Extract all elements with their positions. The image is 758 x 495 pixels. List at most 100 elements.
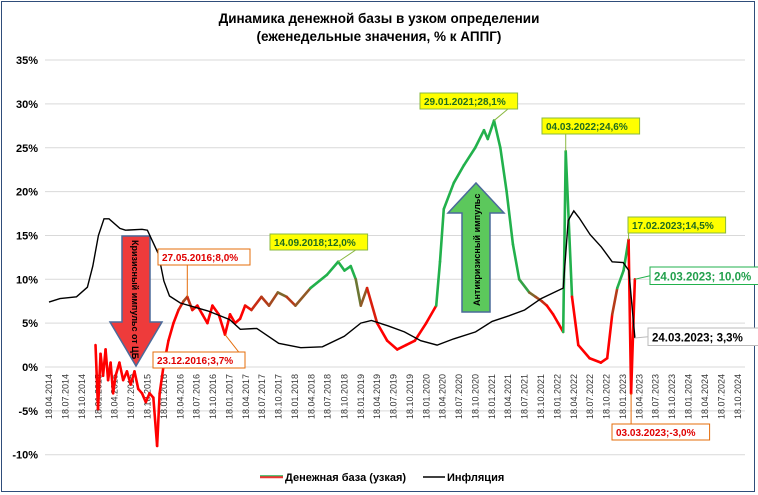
- money-base-segment: [462, 146, 477, 167]
- x-tick-label: 18.01.2022: [553, 374, 563, 419]
- annotation-label: 29.01.2021;28,1%: [424, 97, 506, 108]
- y-tick-label: 20%: [16, 187, 38, 199]
- x-tick-label: 18.01.2024: [684, 374, 694, 419]
- annotation-label: 04.03.2022;24,6%: [546, 122, 628, 133]
- money-base-segment: [576, 343, 591, 360]
- annotation-label: 14.09.2018;12,0%: [274, 238, 356, 249]
- x-tick-label: 18.04.2014: [44, 374, 54, 419]
- annotation-label: 24.03.2023; 10,0%: [654, 272, 751, 284]
- money-base-segment: [385, 339, 399, 351]
- x-tick-label: 18.01.2016: [159, 374, 169, 419]
- annotation-box: [611, 423, 711, 441]
- x-tick-label: 18.10.2024: [733, 374, 743, 419]
- y-tick-label: -10%: [12, 450, 38, 462]
- money-base-segment: [144, 392, 151, 404]
- x-tick-label: 18.10.2023: [667, 374, 677, 419]
- money-base-segment: [486, 119, 496, 141]
- annotation-label: 24.03.2023; 3,3%: [652, 333, 743, 345]
- money-base-segment: [375, 321, 389, 342]
- money-base-segment: [365, 286, 379, 325]
- money-base-segment: [359, 286, 369, 307]
- money-base-segment: [438, 207, 446, 264]
- y-tick-label: 0%: [22, 362, 38, 374]
- anticrisis-arrow-up: [446, 181, 506, 313]
- x-tick-label: 18.04.2020: [438, 374, 448, 419]
- x-tick-label: 18.10.2016: [208, 374, 218, 419]
- x-tick-label: 18.04.2022: [569, 374, 579, 419]
- money-base-segment: [629, 277, 637, 395]
- x-tick-label: 18.10.2014: [77, 374, 87, 419]
- annotation-box: [541, 117, 641, 135]
- money-base-segment: [167, 321, 175, 342]
- legend-label-inflation: Инфляция: [447, 472, 504, 484]
- money-base-segment: [196, 304, 204, 316]
- x-tick-label: 18.01.2019: [356, 374, 366, 419]
- money-base-segment: [177, 299, 185, 312]
- money-base-segment: [309, 273, 329, 290]
- annotation-box: [627, 216, 727, 234]
- money-base-segment: [473, 128, 486, 150]
- x-tick-label: 18.07.2020: [454, 374, 464, 419]
- money-base-segment: [492, 119, 502, 150]
- x-tick-label: 18.10.2022: [602, 374, 612, 419]
- y-tick-label: 15%: [16, 230, 38, 242]
- y-tick-label: 25%: [16, 143, 38, 155]
- x-tick-label: 18.04.2023: [634, 374, 644, 419]
- annotation-box: [269, 233, 369, 251]
- x-tick-label: 18.01.2018: [290, 374, 300, 419]
- annotation-box: [649, 266, 758, 285]
- money-base-segment: [605, 313, 614, 360]
- money-base-segment: [615, 269, 625, 290]
- money-base-segment: [452, 163, 466, 185]
- money-base-segment: [118, 361, 125, 382]
- x-tick-label: 18.04.2015: [110, 374, 120, 419]
- money-base-segment: [545, 304, 555, 316]
- annotation-label: 17.02.2023;14,5%: [632, 221, 714, 232]
- money-base-segment: [551, 313, 560, 325]
- money-base-segment: [395, 343, 408, 351]
- money-base-segment: [404, 339, 417, 347]
- money-base-segment: [206, 304, 214, 325]
- money-base-segment: [211, 304, 221, 316]
- annotation-leader: [634, 275, 651, 280]
- annotation-box: [647, 327, 758, 346]
- money-base-segment: [158, 365, 165, 395]
- money-base-segment: [294, 286, 312, 307]
- money-base-segment: [133, 370, 140, 391]
- x-tick-label: 18.07.2022: [585, 374, 595, 419]
- money-base-segment: [561, 149, 568, 334]
- money-base-segment: [228, 313, 237, 325]
- money-base-segment: [517, 277, 531, 294]
- money-base-segment: [276, 291, 288, 299]
- x-tick-label: 18.07.2019: [388, 374, 398, 419]
- x-tick-label: 18.04.2019: [372, 374, 382, 419]
- money-base-segment: [250, 295, 263, 312]
- money-base-segment: [325, 260, 340, 277]
- x-tick-label: 18.07.2018: [323, 374, 333, 419]
- money-base-segment: [285, 295, 297, 307]
- x-tick-label: 18.07.2023: [651, 374, 661, 419]
- money-base-segment: [505, 190, 515, 246]
- money-base-segment: [185, 295, 194, 312]
- annotation-label: 27.05.2016;8,0%: [162, 253, 238, 264]
- money-base-segment: [434, 260, 442, 307]
- money-base-segment: [564, 149, 574, 299]
- anticrisis-arrow-label: Антикризисный импульс: [472, 194, 482, 306]
- x-tick-label: 18.01.2021: [487, 374, 497, 419]
- money-base-segment: [424, 304, 438, 325]
- inflation-line: [48, 209, 636, 349]
- x-tick-label: 18.04.2021: [503, 374, 513, 419]
- x-tick-label: 18.07.2016: [192, 374, 202, 419]
- x-tick-label: 18.04.2018: [306, 374, 316, 419]
- money-base-segment: [442, 181, 456, 211]
- chart-title: Динамика денежной базы в узком определен…: [219, 11, 540, 26]
- x-tick-label: 18.07.2017: [257, 374, 267, 419]
- annotation-label: 03.03.2023;-3,0%: [616, 428, 696, 439]
- money-base-segment: [354, 277, 363, 307]
- x-tick-label: 18.01.2023: [618, 374, 628, 419]
- x-tick-label: 18.10.2020: [471, 374, 481, 419]
- x-tick-label: 18.07.2014: [60, 374, 70, 419]
- money-base-segment: [267, 291, 280, 307]
- x-tick-label: 18.07.2021: [520, 374, 530, 419]
